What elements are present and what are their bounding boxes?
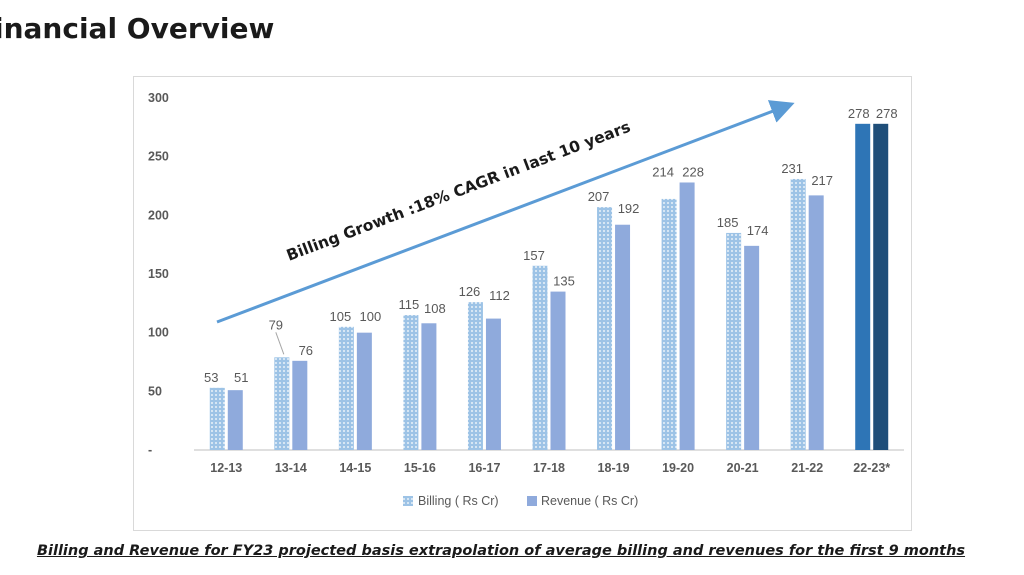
billing-bar <box>532 265 548 450</box>
revenue-data-label: 51 <box>234 370 248 385</box>
revenue-bar <box>485 318 501 450</box>
revenue-data-label: 228 <box>682 164 704 179</box>
billing-data-label: 115 <box>399 297 420 312</box>
billing-data-label: 231 <box>781 161 803 176</box>
billing-data-label: 278 <box>848 106 870 121</box>
billing-bar <box>467 302 483 450</box>
revenue-bar <box>679 182 695 450</box>
revenue-data-label: 174 <box>747 223 769 238</box>
x-tick-label: 21-22 <box>791 461 823 475</box>
data-label-leader <box>275 332 285 355</box>
billing-bar <box>274 357 290 450</box>
billing-bar <box>209 387 225 450</box>
revenue-bar <box>227 390 243 450</box>
x-tick-label: 22-23* <box>853 461 890 475</box>
billing-bar <box>338 326 354 450</box>
billing-data-label: 79 <box>269 317 283 332</box>
billing-data-label: 53 <box>204 370 218 385</box>
legend-label-billing: Billing ( Rs Cr) <box>418 494 499 508</box>
revenue-data-label: 100 <box>360 309 382 324</box>
chart-footnote: Billing and Revenue for FY23 projected b… <box>36 543 966 559</box>
revenue-data-label: 217 <box>811 173 833 188</box>
billing-bar <box>403 315 419 450</box>
legend-label-revenue: Revenue ( Rs Cr) <box>541 494 638 508</box>
revenue-data-label: 192 <box>618 201 640 216</box>
y-tick-label: 300 <box>148 91 169 105</box>
revenue-data-label: 112 <box>489 288 510 303</box>
x-tick-label: 18-19 <box>598 461 630 475</box>
billing-data-label: 207 <box>588 189 610 204</box>
revenue-data-label: 278 <box>876 106 898 121</box>
billing-data-label: 157 <box>523 248 545 263</box>
revenue-data-label: 135 <box>553 274 575 289</box>
x-tick-label: 15-16 <box>404 461 436 475</box>
y-tick-label: 100 <box>148 326 169 340</box>
revenue-bar <box>615 224 631 450</box>
x-tick-label: 14-15 <box>339 461 371 475</box>
revenue-bar <box>421 323 437 450</box>
billing-bar <box>597 207 613 450</box>
revenue-bar <box>356 332 372 450</box>
billing-bar <box>790 178 806 450</box>
revenue-bar <box>292 360 308 450</box>
legend-swatch-billing <box>403 496 413 506</box>
revenue-bar <box>744 245 760 450</box>
growth-arrow <box>216 100 795 324</box>
x-tick-label: 12-13 <box>210 461 242 475</box>
billing-data-label: 126 <box>459 284 481 299</box>
revenue-bar <box>808 195 824 450</box>
billing-data-label: 105 <box>330 309 352 324</box>
billing-bar <box>661 198 677 450</box>
x-tick-label: 13-14 <box>275 461 307 475</box>
x-tick-label: 16-17 <box>468 461 500 475</box>
revenue-data-label: 108 <box>424 301 446 316</box>
revenue-bar <box>550 291 566 450</box>
chart-frame: - 50 100 150 200 250 300 12-13 53 51 13-14 79 76 14-1… <box>133 76 912 531</box>
y-tick-label: 150 <box>148 267 169 281</box>
billing-revenue-chart: - 50 100 150 200 250 300 12-13 53 51 13-14 79 76 14-1… <box>148 91 904 508</box>
y-tick-label: 200 <box>148 208 169 222</box>
billing-data-label: 214 <box>652 164 674 179</box>
y-tick-label: - <box>148 443 152 457</box>
revenue-data-label: 76 <box>299 343 313 358</box>
billing-bar <box>726 232 742 450</box>
revenue-bar <box>873 123 889 451</box>
x-tick-label: 19-20 <box>662 461 694 475</box>
y-tick-label: 250 <box>148 150 169 164</box>
x-tick-label: 17-18 <box>533 461 565 475</box>
growth-annotation: Billing Growth :18% CAGR in last 10 year… <box>284 118 633 265</box>
billing-bar <box>855 123 871 451</box>
y-tick-label: 50 <box>148 384 162 398</box>
legend-swatch-revenue <box>527 496 537 506</box>
slide-title: inancial Overview <box>0 12 275 45</box>
x-tick-label: 20-21 <box>727 461 759 475</box>
billing-data-label: 185 <box>717 215 739 230</box>
